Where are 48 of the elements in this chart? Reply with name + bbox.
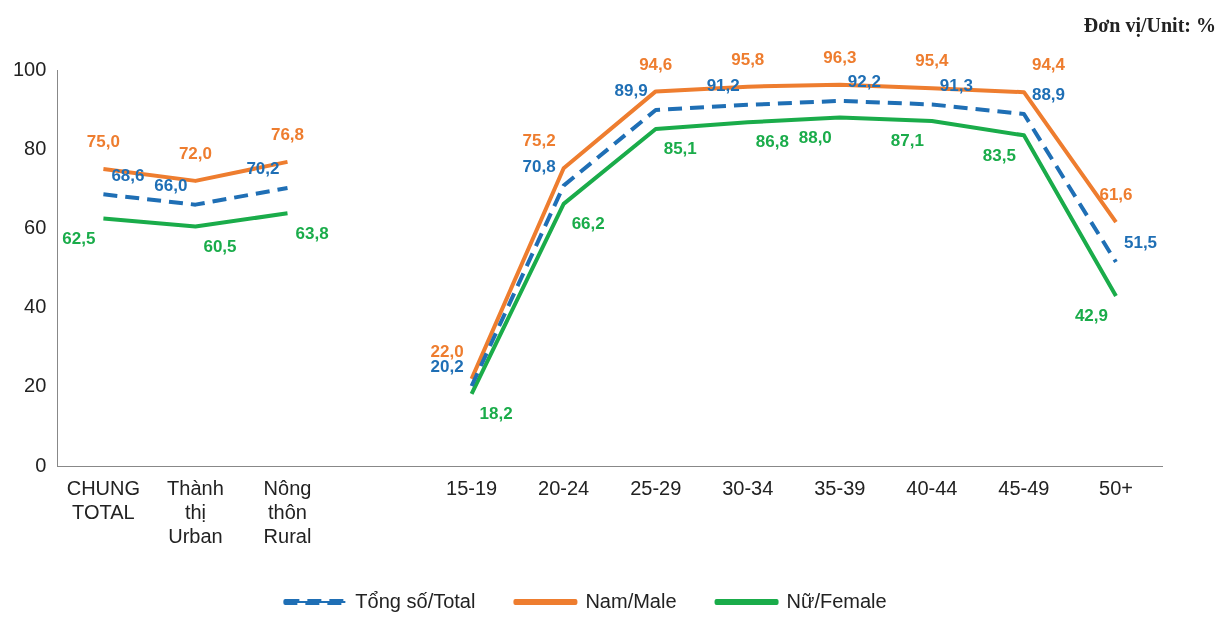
data-label: 87,1 <box>890 131 924 151</box>
data-label: 62,5 <box>62 228 96 248</box>
legend-label: Nữ/Female <box>786 589 887 612</box>
y-tick-label: 80 <box>24 136 47 159</box>
data-label: 75,0 <box>86 132 120 152</box>
x-tick-label: 30-34 <box>722 476 774 499</box>
data-label: 76,8 <box>270 125 305 145</box>
x-tick-label: 20-24 <box>538 476 590 499</box>
legend-label: Nam/Male <box>585 589 677 612</box>
x-tick-label: Thành thị Urban <box>167 476 224 547</box>
data-label: 66,2 <box>571 214 605 234</box>
x-tick-label: 25-29 <box>630 476 682 499</box>
data-label: 89,9 <box>614 81 648 101</box>
data-label: 95,8 <box>731 49 765 69</box>
data-label: 18,2 <box>479 404 513 424</box>
x-tick-label: Nông thôn Rural <box>263 476 312 547</box>
data-label: 72,0 <box>178 144 212 164</box>
data-label: 22,0 <box>430 342 464 362</box>
x-tick-label: CHUNG TOTAL <box>66 476 141 523</box>
x-tick-label: 40-44 <box>906 476 958 499</box>
y-tick-label: 40 <box>24 295 47 318</box>
legend-label: Tổng số/Total <box>355 589 476 612</box>
data-label: 63,8 <box>295 223 329 243</box>
text: Đơn vị/Unit: % <box>1083 14 1216 37</box>
data-label: 95,4 <box>915 51 949 71</box>
data-label: 94,4 <box>1031 55 1066 75</box>
data-label: 88,0 <box>798 127 832 147</box>
data-label: 85,1 <box>663 139 697 159</box>
y-tick-label: 100 <box>12 57 47 80</box>
y-tick-label: 20 <box>24 374 47 397</box>
data-label: 96,3 <box>823 47 857 67</box>
data-label: 66,0 <box>154 175 188 195</box>
x-tick-label: 45-49 <box>998 476 1050 499</box>
y-tick-label: 0 <box>35 453 47 476</box>
y-tick-label: 60 <box>24 215 47 238</box>
x-tick-label: 35-39 <box>814 476 866 499</box>
data-label: 75,2 <box>522 131 556 151</box>
data-label: 61,6 <box>1099 185 1133 205</box>
x-tick-label: 50+ <box>1099 476 1133 499</box>
data-label: 86,8 <box>755 132 789 152</box>
data-label: 42,9 <box>1074 306 1108 326</box>
data-label: 94,6 <box>639 54 673 74</box>
data-label: 51,5 <box>1123 233 1158 253</box>
data-label: 83,5 <box>982 145 1016 165</box>
data-label: 88,9 <box>1031 85 1066 105</box>
data-label: 70,8 <box>522 156 556 176</box>
x-tick-label: 15-19 <box>446 476 498 499</box>
data-label: 60,5 <box>203 236 237 256</box>
